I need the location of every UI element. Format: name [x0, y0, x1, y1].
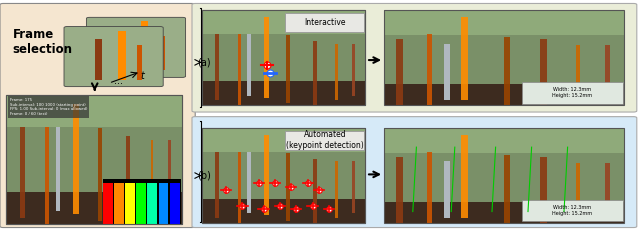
- Bar: [428, 34, 433, 105]
- Bar: [115, 183, 124, 224]
- Bar: [384, 128, 624, 223]
- Bar: [137, 45, 142, 80]
- Bar: [168, 140, 172, 211]
- Bar: [214, 152, 219, 218]
- Bar: [118, 30, 124, 70]
- Bar: [384, 10, 624, 35]
- Bar: [287, 153, 290, 221]
- Bar: [504, 37, 510, 105]
- Bar: [504, 155, 510, 223]
- Bar: [202, 152, 365, 199]
- Bar: [540, 157, 547, 223]
- Bar: [384, 84, 624, 105]
- Bar: [151, 140, 154, 218]
- Text: Interactive: Interactive: [304, 18, 346, 27]
- FancyBboxPatch shape: [86, 17, 186, 77]
- Bar: [103, 183, 113, 224]
- Bar: [98, 128, 102, 222]
- Bar: [170, 183, 180, 224]
- Bar: [352, 43, 355, 96]
- Bar: [444, 161, 450, 218]
- Text: (a): (a): [197, 57, 211, 67]
- Bar: [352, 161, 355, 213]
- FancyBboxPatch shape: [522, 82, 623, 104]
- Bar: [540, 39, 547, 105]
- Text: ...: ...: [114, 76, 123, 86]
- Bar: [384, 153, 624, 202]
- Bar: [428, 152, 433, 223]
- FancyBboxPatch shape: [202, 10, 365, 105]
- Bar: [125, 183, 135, 224]
- Bar: [396, 39, 403, 105]
- FancyBboxPatch shape: [285, 131, 364, 149]
- Bar: [6, 127, 182, 192]
- Bar: [126, 136, 131, 224]
- Bar: [136, 183, 147, 224]
- Bar: [159, 183, 168, 224]
- Bar: [461, 135, 468, 218]
- Bar: [576, 163, 580, 220]
- Bar: [45, 127, 49, 224]
- Bar: [118, 30, 125, 80]
- FancyBboxPatch shape: [285, 13, 364, 32]
- Bar: [384, 35, 624, 84]
- Bar: [384, 128, 624, 153]
- Bar: [247, 152, 252, 213]
- FancyBboxPatch shape: [522, 200, 623, 222]
- Bar: [147, 183, 157, 224]
- Bar: [264, 17, 269, 97]
- Bar: [6, 95, 182, 127]
- Text: Width: 12.3mm
Height: 15.2mm: Width: 12.3mm Height: 15.2mm: [552, 87, 593, 98]
- FancyBboxPatch shape: [192, 3, 637, 112]
- Bar: [202, 34, 365, 81]
- Text: Frame: 175
Sub-interval: 100 1000 (starting point)
FPS: 1.00 Sub-interval: 0 (ma: Frame: 175 Sub-interval: 100 1000 (start…: [10, 98, 87, 116]
- Bar: [103, 179, 180, 224]
- FancyBboxPatch shape: [192, 117, 637, 228]
- Bar: [237, 152, 241, 223]
- Bar: [159, 36, 164, 70]
- Bar: [141, 21, 148, 70]
- FancyBboxPatch shape: [64, 27, 163, 87]
- Text: Frame
selection: Frame selection: [13, 28, 73, 56]
- Text: Automated
(keypoint detection): Automated (keypoint detection): [286, 130, 364, 150]
- Text: t: t: [141, 71, 145, 81]
- FancyBboxPatch shape: [6, 95, 182, 224]
- Bar: [396, 157, 403, 223]
- Bar: [202, 128, 365, 152]
- Bar: [20, 127, 25, 218]
- Bar: [73, 104, 79, 214]
- Bar: [576, 46, 580, 102]
- Text: Width: 12.3mm
Height: 15.2mm: Width: 12.3mm Height: 15.2mm: [552, 205, 593, 216]
- Bar: [237, 34, 241, 105]
- Bar: [95, 39, 102, 80]
- Bar: [444, 43, 450, 100]
- Bar: [384, 10, 624, 105]
- FancyBboxPatch shape: [202, 128, 365, 223]
- Bar: [461, 17, 468, 100]
- Bar: [312, 41, 317, 105]
- Bar: [56, 127, 60, 211]
- FancyBboxPatch shape: [0, 3, 195, 228]
- Text: (b): (b): [197, 170, 211, 181]
- Bar: [214, 34, 219, 100]
- Bar: [335, 161, 338, 218]
- Bar: [384, 202, 624, 223]
- Bar: [605, 46, 610, 97]
- Bar: [247, 34, 252, 96]
- Bar: [202, 199, 365, 223]
- Bar: [605, 163, 610, 215]
- Bar: [312, 158, 317, 223]
- Bar: [264, 135, 269, 215]
- Bar: [202, 10, 365, 34]
- Bar: [6, 192, 182, 224]
- Bar: [335, 43, 338, 100]
- Bar: [287, 35, 290, 103]
- Bar: [202, 81, 365, 105]
